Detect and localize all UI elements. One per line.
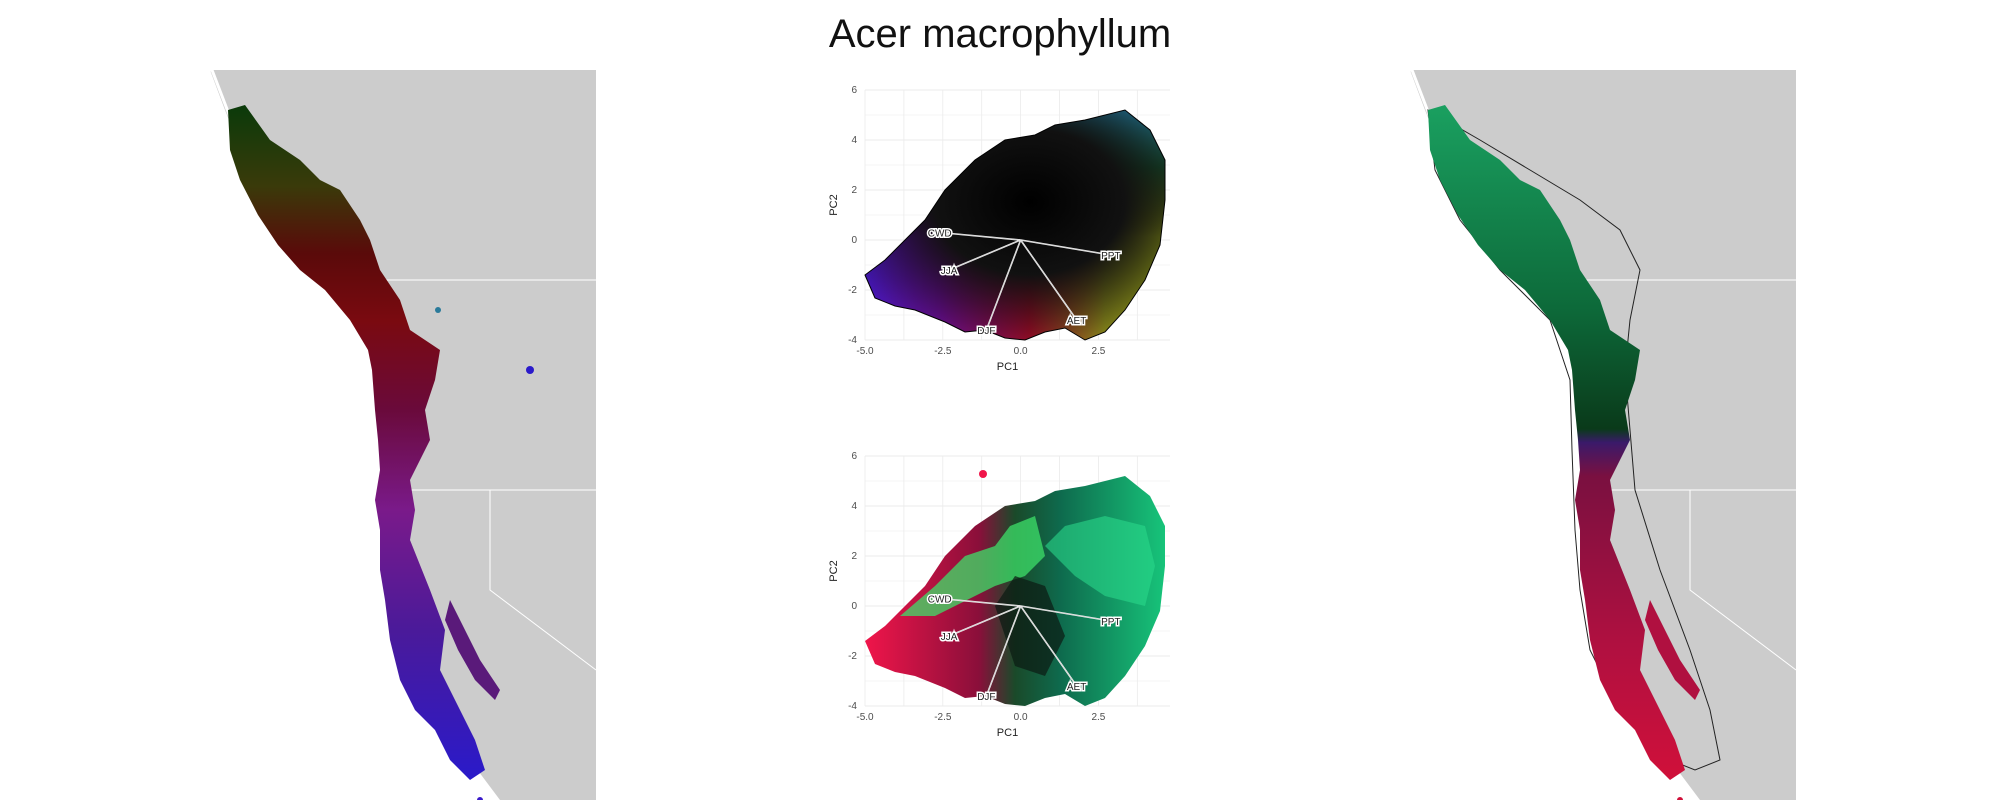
y-tick-label: 0	[851, 601, 857, 612]
heart-point	[979, 470, 987, 478]
x-axis-label: PC1	[997, 361, 1018, 373]
x-tick-label: -5.0	[856, 712, 874, 723]
pca-color-space-plot: CWD PPT JJA DJF AET -4 -2 0 2 4 6 -5.0 -2.5 0.0 2.5 PC…	[828, 85, 1170, 373]
x-tick-label: -2.5	[934, 346, 952, 357]
vector-line	[939, 598, 1021, 607]
y-tick-label: 2	[851, 185, 857, 196]
x-tick-label: 0.0	[1014, 346, 1028, 357]
y-tick-label: 6	[851, 85, 857, 96]
y-tick-label: 2	[851, 551, 857, 562]
vector-label-halo: AET	[1067, 682, 1086, 693]
distribution-range	[1428, 105, 1685, 780]
vector-line	[986, 605, 1021, 697]
y-tick-label: 4	[851, 135, 857, 146]
vector-line	[948, 239, 1021, 271]
vector-label-halo: JJA	[941, 632, 958, 643]
vector-line	[1020, 239, 1077, 321]
y-tick-label: -2	[848, 651, 857, 662]
page-title: Acer macrophyllum	[828, 12, 1172, 56]
vector-label-halo: AET	[1067, 316, 1086, 327]
left-map	[200, 70, 597, 800]
range-hull	[1427, 109, 1721, 771]
vector-label-halo: DJF	[977, 692, 995, 703]
x-tick-label: -2.5	[934, 712, 952, 723]
x-tick-label: 0.0	[1014, 712, 1028, 723]
y-tick-label: 0	[851, 235, 857, 246]
vector-label-halo: CWD	[928, 229, 952, 240]
vector-line	[939, 232, 1021, 241]
ocean	[200, 70, 500, 800]
points	[865, 470, 1165, 706]
vector-label-halo: PPT	[1101, 617, 1120, 628]
vector-label-halo: DJF	[977, 326, 995, 337]
vector-line	[986, 239, 1021, 331]
vectors: CWD PPT JJA DJF AET	[926, 593, 1122, 705]
y-tick-label: -4	[848, 701, 857, 712]
y-tick-label: -4	[848, 335, 857, 346]
pca-cluster-points-plot: CWD PPT JJA DJF AET -4 -2 0 2 4 6 -5.0 -2.5 0.0 2.5 PC…	[828, 451, 1170, 739]
state-border	[375, 279, 597, 671]
vector-line	[1020, 605, 1077, 687]
state-border	[1575, 279, 1797, 671]
vector-label-halo: JJA	[941, 266, 958, 277]
ocean	[1400, 70, 1700, 800]
axes: -4 -2 0 2 4 6 -5.0 -2.5 0.0 2.5 PC1 PC2	[828, 451, 1106, 739]
vector-line	[1020, 239, 1111, 256]
axes: -4 -2 0 2 4 6 -5.0 -2.5 0.0 2.5 PC1 PC2	[828, 85, 1106, 373]
vector-label-halo: PPT	[1101, 251, 1120, 262]
y-axis-label: PC2	[828, 560, 840, 581]
y-tick-label: -2	[848, 285, 857, 296]
right-map	[1400, 70, 1797, 800]
x-axis-label: PC1	[997, 727, 1018, 739]
x-tick-label: 2.5	[1091, 346, 1105, 357]
vector-line	[1020, 605, 1111, 622]
vectors: CWD PPT JJA DJF AET	[926, 227, 1122, 339]
y-tick-label: 6	[851, 451, 857, 462]
x-tick-label: 2.5	[1091, 712, 1105, 723]
y-tick-label: 4	[851, 501, 857, 512]
points	[864, 109, 1166, 341]
vector-line	[948, 605, 1021, 637]
vector-label-halo: CWD	[928, 595, 952, 606]
y-axis-label: PC2	[828, 194, 840, 215]
distribution-range	[228, 105, 485, 780]
x-tick-label: -5.0	[856, 346, 874, 357]
